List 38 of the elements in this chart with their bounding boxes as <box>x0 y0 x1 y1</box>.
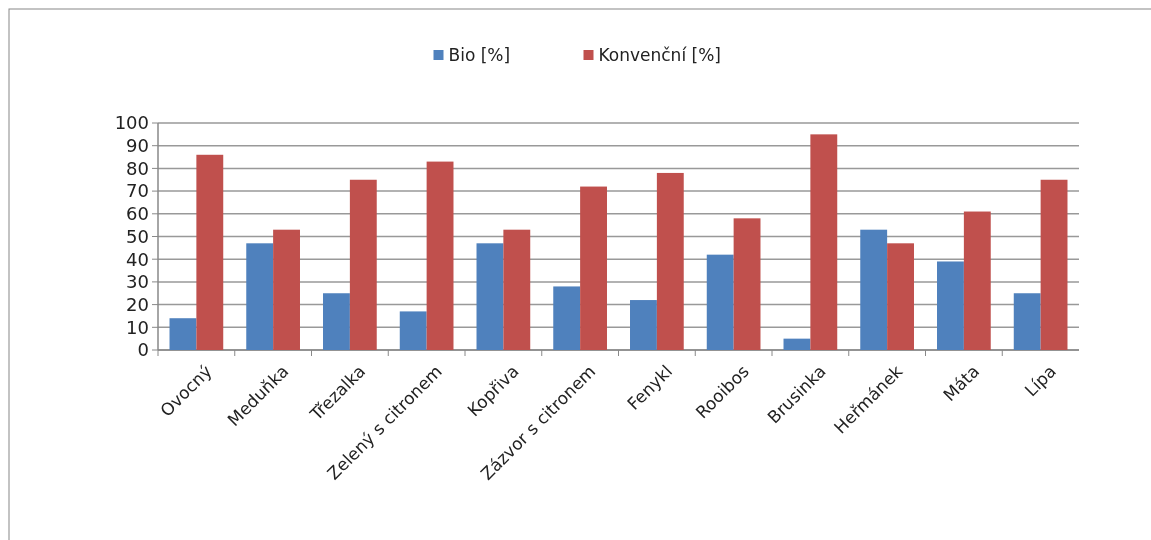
bar <box>169 318 197 350</box>
bar <box>553 286 581 350</box>
bar <box>887 243 914 350</box>
bar <box>323 293 350 350</box>
bar <box>963 211 991 350</box>
bar <box>1040 179 1068 350</box>
y-tick-label: 0 <box>137 339 149 361</box>
y-tick-label: 10 <box>126 316 149 338</box>
bar <box>196 154 224 350</box>
bar <box>273 229 300 350</box>
y-tick-label: 30 <box>126 271 149 293</box>
legend-label: Bio [%] <box>448 44 511 65</box>
bar <box>580 186 607 350</box>
bar <box>860 229 888 350</box>
bar <box>937 261 964 350</box>
y-tick-label: 60 <box>126 203 149 225</box>
bar <box>810 134 838 350</box>
bar <box>426 161 454 350</box>
y-tick-label: 20 <box>126 293 149 315</box>
bar <box>349 179 377 350</box>
bar <box>630 300 657 350</box>
bar <box>503 229 531 350</box>
bar <box>1013 293 1041 350</box>
bar <box>246 243 274 350</box>
y-tick-label: 70 <box>126 180 149 202</box>
legend-label: Konvenční [%] <box>598 44 721 65</box>
bar <box>733 218 761 350</box>
bar <box>706 254 734 350</box>
y-tick-label: 80 <box>126 157 149 179</box>
bar <box>476 243 504 350</box>
bar <box>783 338 811 350</box>
y-tick-label: 90 <box>126 135 149 156</box>
x-tick-label: Lípa <box>1020 361 1060 401</box>
bar <box>656 172 684 350</box>
y-tick-label: 40 <box>126 248 149 270</box>
y-tick-label: 100 <box>114 112 149 134</box>
bar <box>399 311 427 350</box>
y-tick-label: 50 <box>126 225 149 247</box>
